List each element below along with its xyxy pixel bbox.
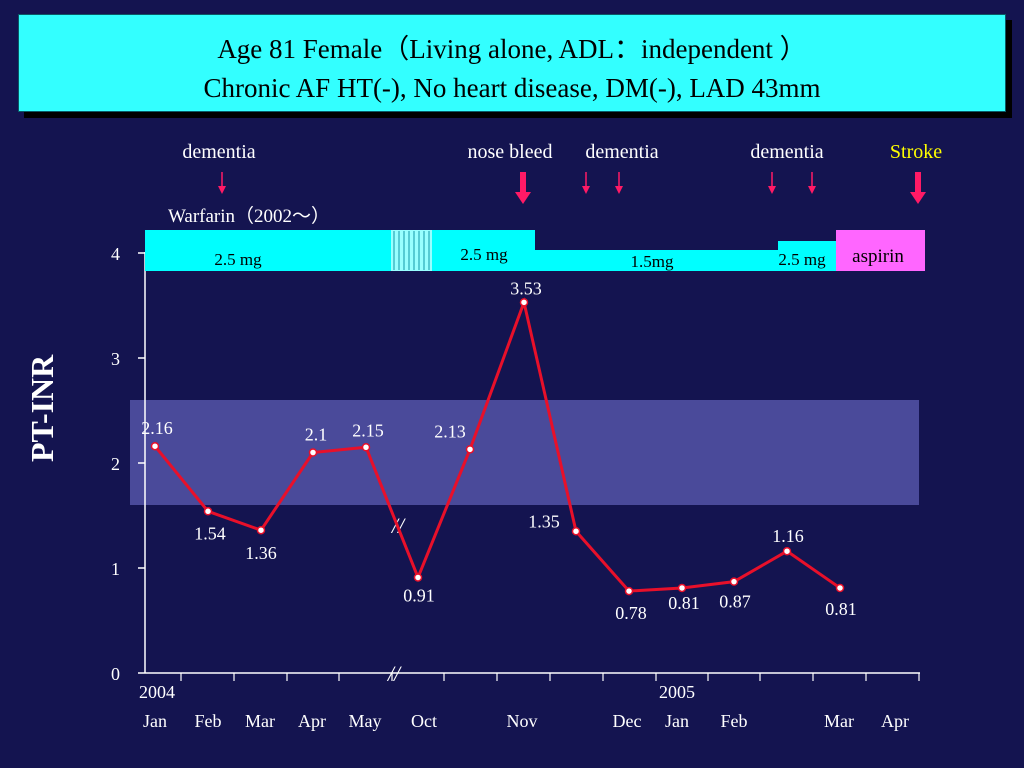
event-label-dementia-2: dementia xyxy=(585,141,658,163)
data-point xyxy=(624,586,634,596)
dose-bar-2 xyxy=(432,230,535,271)
y-tick-label: 1 xyxy=(111,559,120,579)
thin-arrow-head xyxy=(768,186,776,194)
data-point-label: 3.53 xyxy=(510,278,542,298)
thin-arrow-head xyxy=(582,186,590,194)
data-point-label: 0.81 xyxy=(825,599,857,619)
x-label: May xyxy=(349,711,382,731)
thin-arrow-head xyxy=(808,186,816,194)
y-tick-label: 3 xyxy=(111,349,120,369)
y-axis-title: PT-INR xyxy=(24,354,60,462)
x-label: Dec xyxy=(613,711,642,731)
event-label-dementia-1: dementia xyxy=(182,141,255,163)
dose-bar-1 xyxy=(145,230,391,271)
y-tick-label: 4 xyxy=(111,244,120,264)
data-point-label: 1.16 xyxy=(772,526,804,546)
data-point xyxy=(782,546,792,556)
title-box: Age 81 Female（Living alone, ADL：independ… xyxy=(18,14,1006,112)
thick-arrow-shaft xyxy=(915,172,921,194)
thin-arrow-head xyxy=(218,186,226,194)
x-ticks xyxy=(180,673,920,681)
data-point xyxy=(413,573,423,582)
data-point xyxy=(361,443,371,452)
data-point-label: 0.87 xyxy=(719,592,751,612)
x-labels: Jan Feb Mar Apr May Oct Nov Dec Jan Feb Mar Apr xyxy=(143,711,909,731)
year-label-2005: 2005 xyxy=(659,682,695,702)
data-point xyxy=(571,527,581,536)
warfarin-label: Warfarin（2002～） xyxy=(168,205,330,227)
x-label: Nov xyxy=(507,711,538,731)
event-label-dementia-3: dementia xyxy=(750,141,823,163)
data-point-label: 1.35 xyxy=(528,511,560,531)
x-label: Jan xyxy=(143,711,167,731)
title-line-1: Age 81 Female（Living alone, ADL：independ… xyxy=(217,34,807,64)
dose-label-4: 2.5 mg xyxy=(778,250,826,269)
data-point-label: 1.54 xyxy=(194,523,226,543)
thick-arrow-shaft xyxy=(520,172,526,194)
thick-arrow-head xyxy=(910,192,926,204)
aspirin-label: aspirin xyxy=(852,246,904,267)
dose-bar-3 xyxy=(535,250,778,271)
dose-bar-4 xyxy=(778,241,836,271)
inr-series-line xyxy=(153,297,841,593)
dose-label-2: 2.5 mg xyxy=(460,245,508,264)
x-label: Feb xyxy=(195,711,222,731)
data-point-label: 1.36 xyxy=(245,543,277,563)
x-label: Apr xyxy=(881,711,909,731)
data-point-label: 2.13 xyxy=(434,421,466,441)
x-label: Apr xyxy=(298,711,326,731)
x-label: Oct xyxy=(411,711,437,731)
y-ticks: 0 1 2 3 4 xyxy=(111,244,145,684)
data-point-label: 2.16 xyxy=(141,418,173,438)
data-point xyxy=(203,507,213,516)
title-line-2: Chronic AF HT(-), No heart disease, DM(-… xyxy=(203,73,821,103)
x-label: Mar xyxy=(245,711,275,731)
y-tick-label: 2 xyxy=(111,454,120,474)
data-point xyxy=(465,445,475,454)
data-point-label: 2.1 xyxy=(305,425,328,445)
target-range-band xyxy=(130,400,919,505)
data-point xyxy=(308,448,318,457)
data-point xyxy=(519,298,529,307)
x-label: Feb xyxy=(721,711,748,731)
thin-arrow-head xyxy=(615,186,623,194)
dose-bar-break xyxy=(391,230,432,271)
aspirin-bar xyxy=(836,230,925,271)
dose-label-3: 1.5mg xyxy=(631,252,674,271)
data-point xyxy=(729,577,739,586)
data-point-label: 0.78 xyxy=(615,603,647,623)
data-point xyxy=(256,525,266,535)
axis-break-mark-x: // xyxy=(386,661,402,686)
x-label: Jan xyxy=(665,711,689,731)
dose-label-1: 2.5 mg xyxy=(214,250,262,269)
event-label-stroke: Stroke xyxy=(890,141,942,163)
data-point-label: 0.81 xyxy=(668,593,700,613)
y-tick-label: 0 xyxy=(111,664,120,684)
inr-points xyxy=(150,298,845,596)
event-label-nose-bleed: nose bleed xyxy=(468,141,553,163)
data-point-label: 0.91 xyxy=(403,585,435,605)
data-point xyxy=(835,583,845,593)
data-point xyxy=(150,441,160,451)
event-arrows xyxy=(218,172,926,204)
thick-arrow-head xyxy=(515,192,531,204)
year-label-2004: 2004 xyxy=(139,682,175,702)
inr-point-labels: 2.16 1.54 1.36 2.1 2.15 0.91 2.13 3.53 1.35 0.78 0… xyxy=(141,278,857,623)
data-point xyxy=(677,583,687,593)
x-label: Mar xyxy=(824,711,854,731)
data-point-label: 2.15 xyxy=(352,420,384,440)
